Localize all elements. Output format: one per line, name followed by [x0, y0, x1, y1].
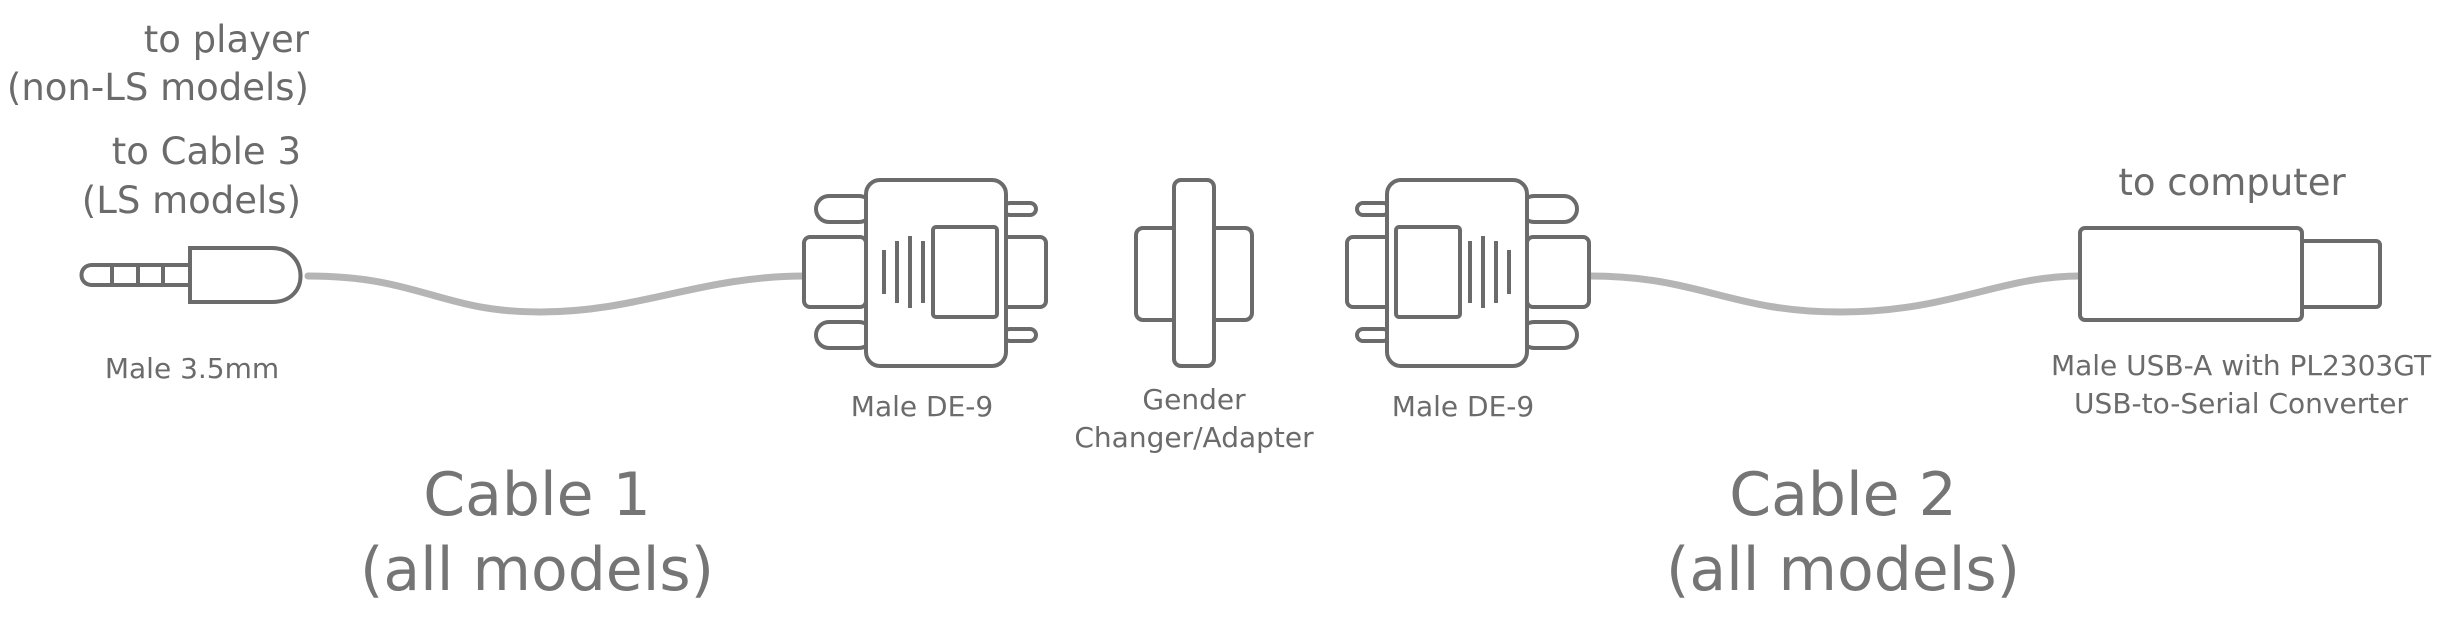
gender-changer-adapter-icon [1134, 178, 1254, 368]
male-de9-left-icon [802, 178, 1048, 368]
cable-1-subtitle: (all models) [359, 535, 715, 605]
to-cable-3-label: to Cable 3 [111, 130, 301, 173]
changer-adapter-label: Changer/Adapter [1074, 421, 1314, 454]
usb-a-label: Male USB-A with PL2303GT [2050, 349, 2432, 382]
gender-label: Gender [1142, 383, 1246, 416]
usb-a-plug-icon [2078, 226, 2382, 322]
cable-2-wire [1586, 272, 2084, 316]
cable-1-title: Cable 1 [423, 460, 651, 530]
male-de9-left-label: Male DE-9 [850, 390, 994, 423]
to-player-label: to player [143, 18, 309, 61]
ls-models-label: (LS models) [81, 179, 301, 222]
male-de9-right-label: Male DE-9 [1391, 390, 1535, 423]
non-ls-models-label: (non-LS models) [6, 66, 309, 109]
cable-1-wire [304, 272, 809, 316]
male-3-5mm-label: Male 3.5mm [104, 352, 280, 385]
cable-2-title: Cable 2 [1729, 460, 1957, 530]
male-de9-right-icon [1345, 178, 1591, 368]
male-3-5mm-jack-icon [79, 246, 303, 304]
cable-2-subtitle: (all models) [1665, 535, 2021, 605]
to-computer-label: to computer [2118, 161, 2346, 204]
usb-serial-converter-label: USB-to-Serial Converter [2074, 387, 2408, 420]
